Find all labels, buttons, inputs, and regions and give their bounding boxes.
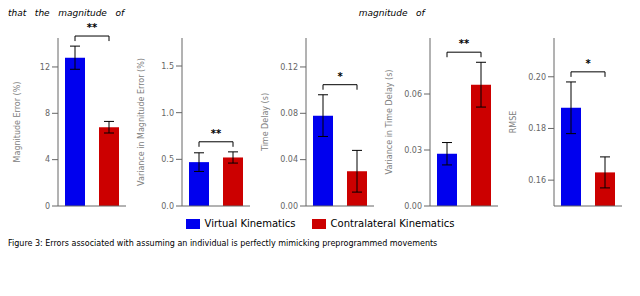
svg-text:RMSE: RMSE [509, 111, 518, 134]
svg-text:*: * [337, 71, 343, 82]
svg-text:8: 8 [45, 109, 50, 118]
svg-text:1.5: 1.5 [161, 62, 174, 71]
html-text:that the magnitude of magnitud: that the magnitude of magnitude of [8, 8, 425, 18]
svg-text:0.18: 0.18 [528, 124, 546, 133]
svg-text:0: 0 [45, 202, 50, 211]
svg-text:0.04: 0.04 [280, 155, 298, 164]
svg-text:0.08: 0.08 [280, 109, 298, 118]
svg-text:Variance in Time Delay (s): Variance in Time Delay (s) [385, 70, 394, 175]
svg-text:0.03: 0.03 [404, 146, 422, 155]
html-text:Figure 3: Errors associated wi: Figure 3: Errors associated with assumin… [8, 239, 438, 248]
svg-text:Magnitude Error (%): Magnitude Error (%) [13, 82, 22, 163]
html-text:Contralateral Kinematics: Contralateral Kinematics [330, 218, 455, 229]
svg-text:4: 4 [45, 155, 50, 164]
svg-text:0.5: 0.5 [161, 155, 174, 164]
svg-text:0.12: 0.12 [280, 63, 298, 72]
svg-text:0.06: 0.06 [404, 90, 422, 99]
svg-text:0.00: 0.00 [404, 202, 422, 211]
svg-text:0.16: 0.16 [528, 176, 546, 185]
svg-text:*: * [585, 58, 591, 69]
svg-text:**: ** [211, 128, 222, 139]
svg-text:**: ** [459, 38, 470, 49]
svg-text:Time Delay (s): Time Delay (s) [261, 93, 270, 152]
svg-text:0.0: 0.0 [161, 202, 174, 211]
svg-text:**: ** [87, 22, 98, 33]
html-text:Virtual Kinematics: Virtual Kinematics [204, 218, 296, 229]
svg-text:Variance in Magnitude Error (%: Variance in Magnitude Error (%) [137, 58, 146, 186]
svg-text:0.20: 0.20 [528, 73, 546, 82]
svg-text:0.00: 0.00 [280, 202, 298, 211]
svg-text:12: 12 [40, 63, 50, 72]
svg-text:1.0: 1.0 [161, 109, 174, 118]
